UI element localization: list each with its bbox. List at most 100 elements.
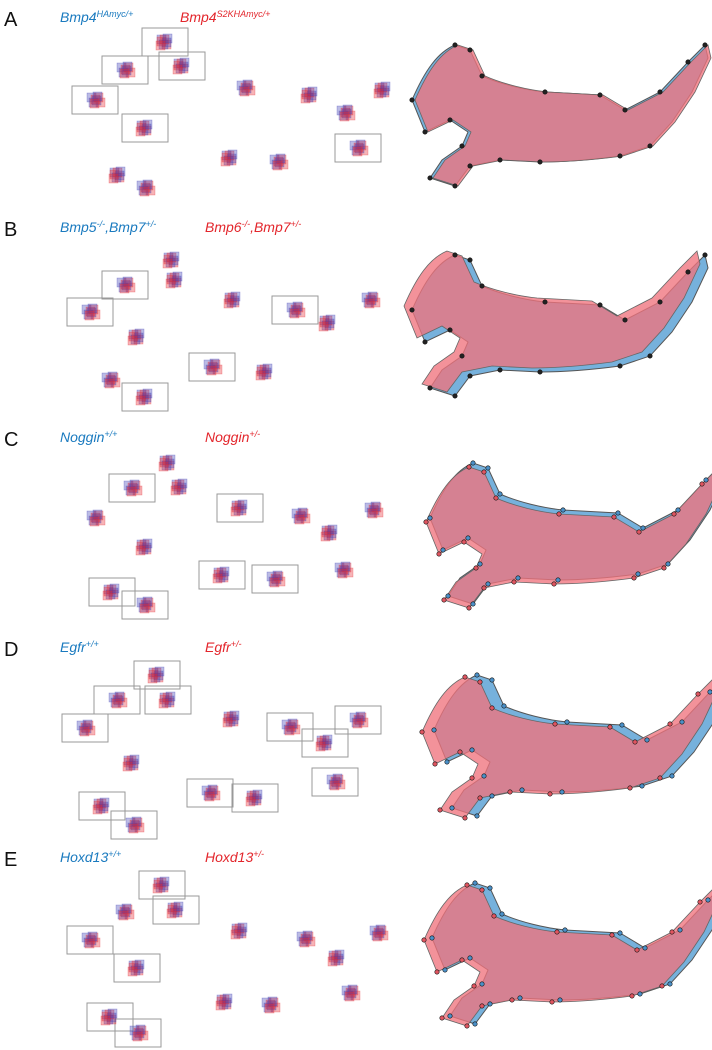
landmark-red: [127, 335, 138, 346]
highlight-box: [186, 778, 234, 808]
landmark-red: [162, 455, 173, 466]
landmark-blue: [209, 358, 220, 369]
mandible-landmark: [562, 927, 568, 933]
mandible-landmark: [702, 252, 708, 258]
mandible-landmark: [470, 460, 476, 466]
landmark-red: [140, 182, 151, 193]
landmark-blue: [287, 718, 298, 729]
mandible-landmark: [669, 773, 675, 779]
panel-letter: A: [4, 9, 18, 31]
landmark-blue: [291, 508, 302, 519]
landmark-red: [224, 150, 235, 161]
landmark-red: [139, 120, 150, 131]
landmark-blue: [142, 538, 153, 549]
highlight-box: [121, 382, 169, 412]
mandible-landmark: [477, 679, 483, 685]
landmark-red: [205, 787, 216, 798]
landmark-blue: [76, 720, 87, 731]
mandible-landmark: [685, 269, 691, 275]
landmark-blue: [108, 587, 119, 598]
highlight-box: [216, 493, 264, 523]
landmark-blue: [168, 277, 179, 288]
landmark-blue: [218, 570, 229, 581]
landmark-blue: [92, 91, 103, 102]
mandible-landmark: [542, 89, 548, 95]
landmark-red: [85, 306, 96, 317]
highlight-box: [133, 660, 181, 690]
landmark-blue: [379, 85, 390, 96]
mandible-landmark: [629, 993, 635, 999]
landmark-blue: [109, 583, 120, 594]
landmark-blue: [103, 377, 114, 388]
landmark-red: [85, 934, 96, 945]
highlight-box: [110, 810, 158, 840]
landmark-red: [304, 87, 315, 98]
label-part: +/+: [108, 849, 121, 859]
landmark-red: [126, 486, 137, 497]
landmark-blue: [241, 83, 252, 94]
landmark-red: [223, 713, 234, 724]
landmark-blue: [293, 513, 304, 524]
landmark-blue: [87, 931, 98, 942]
landmark-blue: [334, 562, 345, 573]
landmark-blue: [283, 724, 294, 735]
landmark-red: [210, 359, 221, 370]
landmark-blue: [161, 697, 172, 708]
landmark-red: [288, 719, 299, 730]
label-part: S2KHAmyc/+: [217, 9, 271, 19]
mandible-landmark: [449, 805, 455, 811]
landmark-blue: [268, 576, 279, 587]
mandible-red: [414, 44, 712, 187]
landmark-blue: [339, 565, 350, 576]
landmark-blue: [233, 505, 244, 516]
landmark-blue: [206, 788, 217, 799]
mandible-landmark: [464, 882, 470, 888]
mandible-landmark: [444, 759, 450, 765]
landmark-blue: [169, 907, 180, 918]
landmark-blue: [326, 774, 337, 785]
landmark-red: [278, 159, 289, 170]
landmark-red: [166, 252, 177, 263]
mandible-landmark: [485, 465, 491, 471]
mandible-landmark: [477, 561, 483, 567]
landmark-blue: [108, 692, 119, 703]
mandible-landmark: [675, 507, 681, 513]
landmark-blue: [351, 717, 362, 728]
mandible-landmark: [617, 363, 623, 369]
landmark-red: [169, 272, 180, 283]
landmark-blue: [205, 364, 216, 375]
landmark-blue: [296, 931, 307, 942]
landmark-red: [339, 111, 350, 122]
landmark-red: [371, 502, 382, 513]
landmark-blue: [114, 691, 125, 702]
landmark-blue: [81, 932, 92, 943]
landmark-red: [156, 36, 167, 47]
landmark-blue: [118, 67, 129, 78]
landmark-red: [105, 374, 116, 385]
landmark-blue: [81, 304, 92, 315]
mandible-landmark: [564, 719, 570, 725]
landmark-red: [219, 994, 230, 1005]
landmark-blue: [218, 999, 229, 1010]
landmark-red: [356, 140, 367, 151]
landmark-red: [109, 169, 120, 180]
landmark-red: [358, 145, 369, 156]
mandible-landmark: [452, 252, 458, 258]
landmark-blue: [78, 725, 89, 736]
landmark-blue: [331, 777, 342, 788]
landmark-red: [124, 909, 135, 920]
landmark-blue: [203, 359, 214, 370]
landmark-blue: [107, 1008, 118, 1019]
landmark-red: [208, 785, 219, 796]
landmark-blue: [86, 510, 97, 521]
mandible-landmark: [611, 514, 617, 520]
landmark-red: [276, 154, 287, 165]
mandible-landmark: [615, 510, 621, 516]
landmark-red: [343, 105, 354, 116]
landmark-red: [136, 1025, 147, 1036]
landmark-red: [270, 1002, 281, 1013]
landmark-blue: [141, 183, 152, 194]
landmark-blue: [341, 985, 352, 996]
mandible-landmark: [597, 302, 603, 308]
landmark-blue: [341, 108, 352, 119]
